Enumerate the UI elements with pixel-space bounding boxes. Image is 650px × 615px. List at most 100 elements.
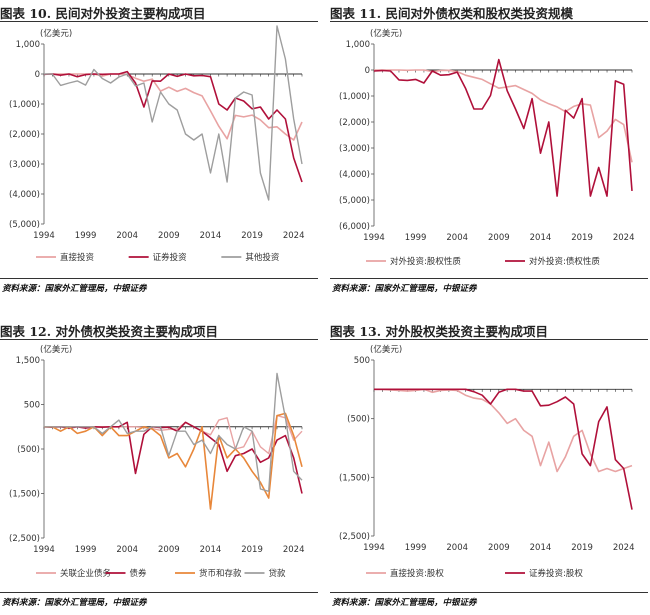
- legend-item: 货币和存款: [175, 568, 242, 579]
- legend-item: 证券投资: [128, 252, 188, 263]
- chart-title: 图表 13. 对外股权类投资主要构成项目: [330, 324, 548, 339]
- y-tick-label: (4,000): [9, 190, 40, 200]
- x-tick-label: 1994: [33, 231, 55, 241]
- series-line-2: [374, 388, 633, 510]
- series-line-1: [374, 388, 633, 473]
- legend-item: 对外投资:债权性质: [505, 256, 600, 267]
- x-tick-label: 1999: [75, 231, 97, 241]
- x-tick-label: 2024: [613, 543, 635, 553]
- legend-item: 关联企业债务: [36, 568, 112, 579]
- y-tick-label: (2,000): [339, 118, 370, 128]
- y-tick-label: 1,000: [346, 40, 370, 50]
- x-tick-label: 2024: [283, 231, 305, 241]
- x-tick-label: 2004: [116, 545, 138, 555]
- source-note: 资料来源：国家外汇管理局，中银证券: [332, 598, 477, 608]
- chart-panel-13: 图表 13. 对外股权类投资主要构成项目 (亿美元) 500 (500) (1,500…: [330, 318, 650, 615]
- line-chart: (亿美元)1,000 0 (1,000) (2,000) (3,000) (4,000) (…: [339, 28, 635, 267]
- x-tick-label: 2019: [571, 233, 593, 243]
- y-tick-label: 1,000: [16, 40, 40, 50]
- source-note: 资料来源：国家外汇管理局，中银证券: [2, 598, 147, 608]
- legend-label: 贷款: [269, 568, 287, 579]
- x-tick-label: 2009: [488, 233, 510, 243]
- unit-label: (亿美元): [40, 28, 72, 39]
- legend-label: 对外投资:债权性质: [529, 256, 600, 267]
- x-tick-label: 2009: [158, 545, 180, 555]
- legend-item: 其他投资: [221, 252, 280, 263]
- unit-label: (亿美元): [370, 344, 402, 355]
- y-tick-label: (1,000): [339, 92, 370, 102]
- y-tick-label: (4,000): [339, 170, 370, 180]
- x-tick-label: 1994: [363, 543, 385, 553]
- y-tick-label: 0: [365, 66, 370, 76]
- x-tick-label: 2014: [200, 231, 222, 241]
- x-tick-label: 1999: [405, 543, 427, 553]
- y-tick-label: (1,500): [339, 473, 370, 483]
- x-tick-label: 2004: [116, 231, 138, 241]
- legend-item: 贷款: [244, 568, 287, 579]
- title-rule: [330, 21, 648, 22]
- line-chart: (亿美元)1,000 0 (1,000) (2,000) (3,000) (4,000) (…: [9, 25, 305, 263]
- x-tick-label: 2014: [200, 545, 222, 555]
- y-tick-label: (1,000): [9, 100, 40, 110]
- line-chart: (亿美元)500 (500) (1,500) (2,500)1994 1999 2004 2…: [339, 344, 635, 579]
- x-tick-label: 1994: [33, 545, 55, 555]
- legend-item: 对外投资:股权性质: [366, 256, 461, 267]
- y-tick-label: (5,000): [339, 196, 370, 206]
- x-tick-label: 1999: [75, 545, 97, 555]
- legend-item: 直接投资:股权: [366, 568, 444, 579]
- title-rule: [0, 339, 318, 340]
- chart-title: 图表 10. 民间对外投资主要构成项目: [0, 6, 206, 21]
- y-tick-label: (6,000): [339, 222, 370, 232]
- series-line-2: [43, 421, 303, 494]
- chart-panel-12: 图表 12. 对外债权类投资主要构成项目 (亿美元) 1,500 500 (500)(…: [0, 318, 322, 615]
- x-tick-label: 1999: [405, 233, 427, 243]
- y-tick-label: 0: [35, 70, 40, 80]
- chart-title: 图表 11. 民间对外债权类和股权类投资规模: [330, 6, 573, 21]
- y-tick-label: 500: [24, 401, 40, 411]
- y-tick-label: 1,500: [16, 356, 40, 366]
- unit-label: (亿美元): [370, 28, 402, 39]
- legend-label: 其他投资: [245, 252, 280, 263]
- y-tick-label: (500): [17, 445, 40, 455]
- y-tick-label: (5,000): [9, 220, 40, 230]
- y-tick-label: (3,000): [9, 160, 40, 170]
- y-tick-label: (500): [347, 415, 370, 425]
- y-tick-label: (2,000): [9, 130, 40, 140]
- x-tick-label: 2019: [241, 545, 263, 555]
- source-note: 资料来源：国家外汇管理局，中银证券: [332, 284, 477, 294]
- x-tick-label: 2024: [283, 545, 305, 555]
- y-tick-label: (1,500): [9, 490, 40, 500]
- legend-label: 货币和存款: [199, 568, 242, 579]
- legend-label: 对外投资:股权性质: [390, 256, 461, 267]
- title-rule: [330, 339, 648, 340]
- source-rule: [330, 278, 648, 279]
- x-tick-label: 2019: [571, 543, 593, 553]
- unit-label: (亿美元): [40, 344, 72, 355]
- legend-label: 证券投资: [153, 252, 188, 263]
- series-line-1: [374, 69, 633, 163]
- source-rule: [330, 592, 648, 593]
- chart-panel-11: 图表 11. 民间对外债权类和股权类投资规模 (亿美元) 1,000 0 (1,000…: [330, 0, 650, 300]
- legend-label: 证券投资:股权: [529, 568, 583, 579]
- series-line-2: [43, 70, 303, 183]
- x-tick-label: 2019: [241, 231, 263, 241]
- x-tick-label: 2004: [446, 233, 468, 243]
- title-rule: [0, 21, 318, 22]
- chart-panel-10: 图表 10. 民间对外投资主要构成项目 (亿美元) 1,000 0 (1,000) (2…: [0, 0, 322, 300]
- legend-item: 证券投资:股权: [505, 568, 583, 579]
- series-line-4: [44, 372, 303, 493]
- x-tick-label: 2014: [530, 233, 552, 243]
- legend-label: 债券: [130, 568, 148, 579]
- x-tick-label: 2014: [530, 543, 552, 553]
- x-tick-label: 2004: [446, 543, 468, 553]
- x-tick-label: 2024: [613, 233, 635, 243]
- series-line-3: [44, 25, 303, 201]
- line-chart: (亿美元)1,500 500 (500) (1,500) (2,500)1994 1999…: [9, 344, 305, 579]
- x-tick-label: 1994: [363, 233, 385, 243]
- x-tick-label: 2009: [488, 543, 510, 553]
- y-tick-label: (2,500): [339, 532, 370, 542]
- y-tick-label: (3,000): [339, 144, 370, 154]
- y-tick-label: 500: [354, 356, 370, 366]
- legend-item: 债券: [105, 568, 148, 579]
- legend-label: 直接投资: [60, 252, 95, 263]
